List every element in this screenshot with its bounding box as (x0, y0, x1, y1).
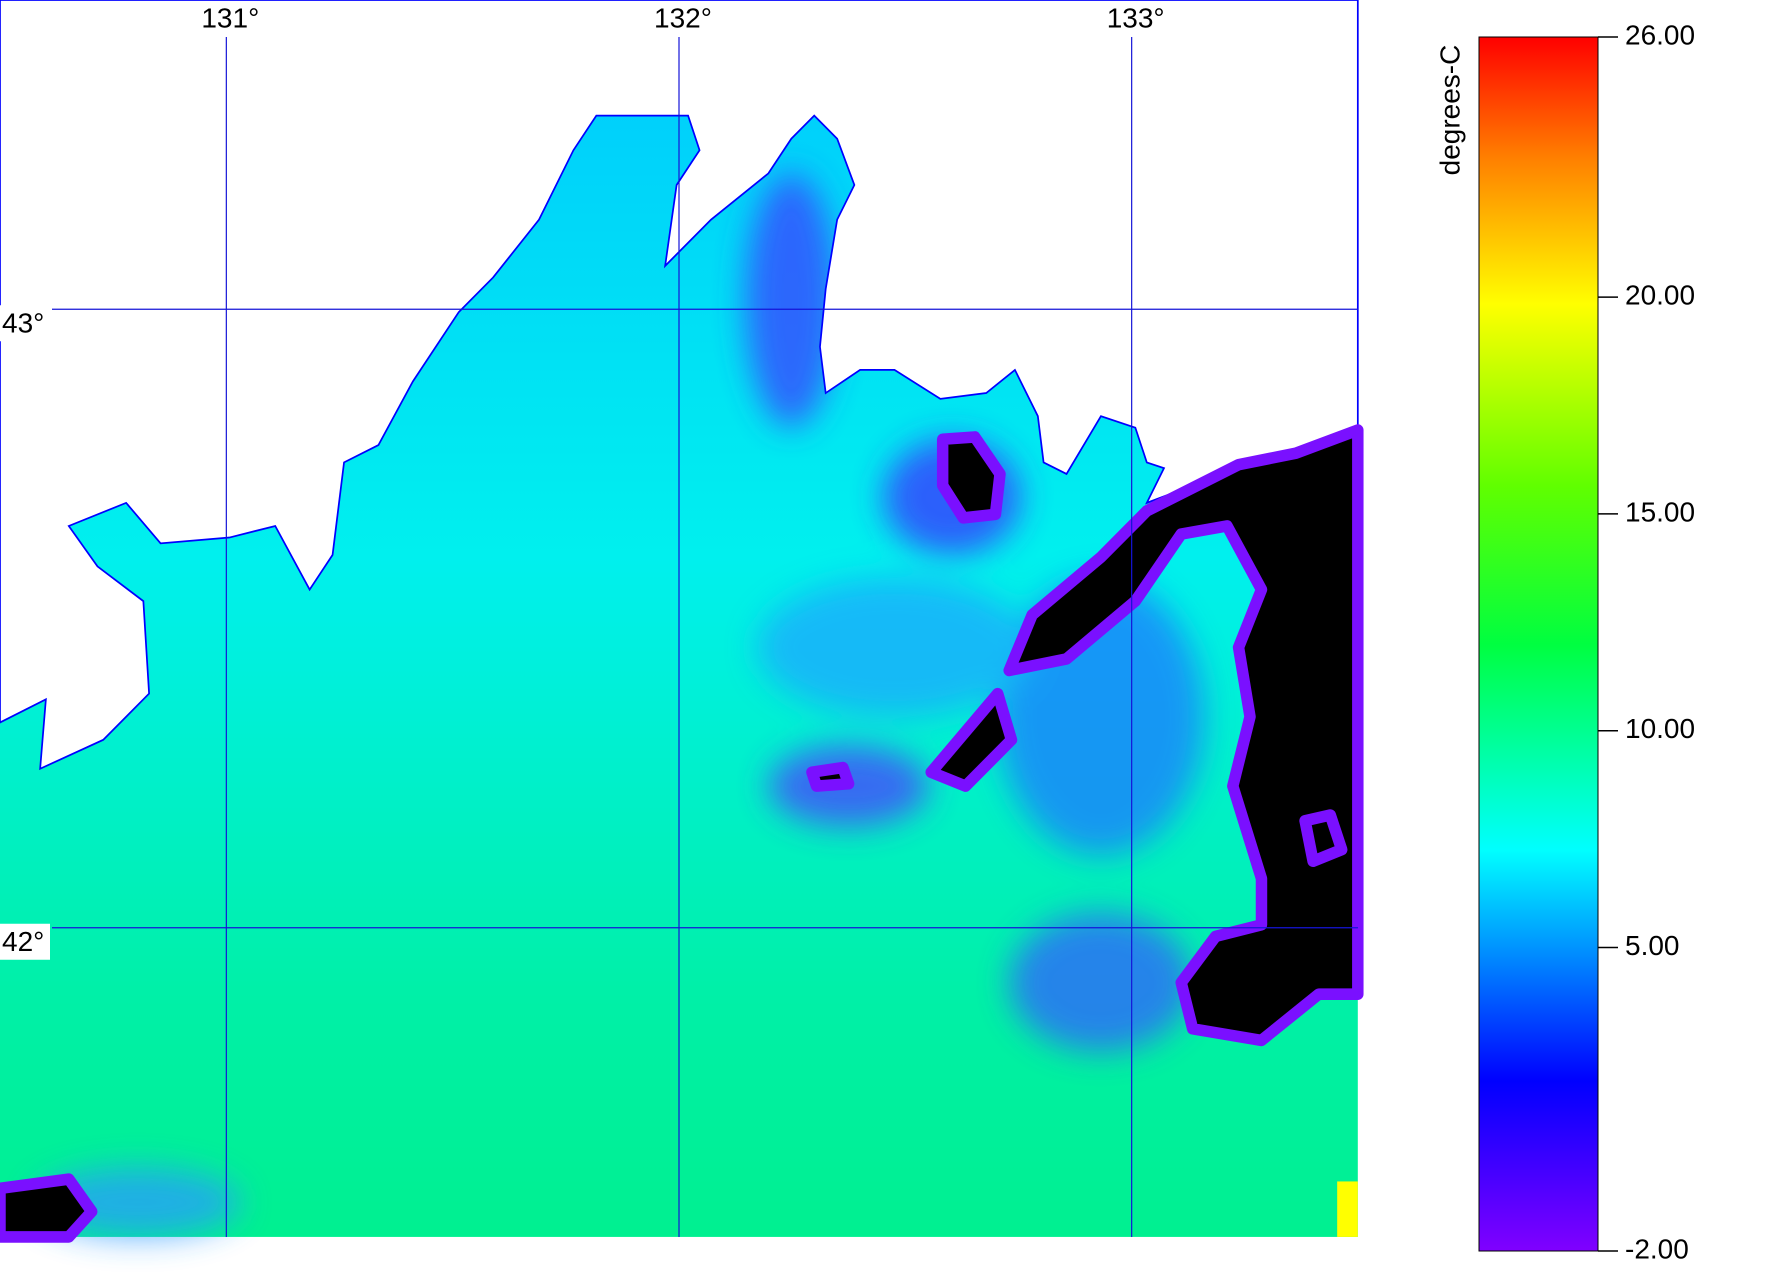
warm-pixels (1337, 1181, 1358, 1237)
colorbar-tick-label: 20.00 (1625, 280, 1695, 311)
colorbar (1478, 36, 1599, 1252)
latitude-label: 43° (2, 308, 44, 339)
cloud-mask (0, 424, 1364, 1243)
colorbar-label: degrees-C (1434, 45, 1465, 176)
latitude-label-bg (0, 305, 50, 342)
colorbar-tick-label: -2.00 (1625, 1233, 1689, 1264)
colorbar-tick-label: 15.00 (1625, 496, 1695, 527)
longitude-label: 133° (1107, 2, 1165, 33)
latitude-label-bg (0, 923, 50, 960)
colorbar-tick-label: 5.00 (1625, 930, 1680, 961)
longitude-label: 131° (201, 2, 259, 33)
colorbar-tick-label: 26.00 (1625, 19, 1695, 50)
latitude-label: 42° (2, 926, 44, 957)
land (0, 0, 1359, 771)
longitude-label: 132° (654, 2, 712, 33)
colorbar-tick-label: 10.00 (1625, 713, 1695, 744)
